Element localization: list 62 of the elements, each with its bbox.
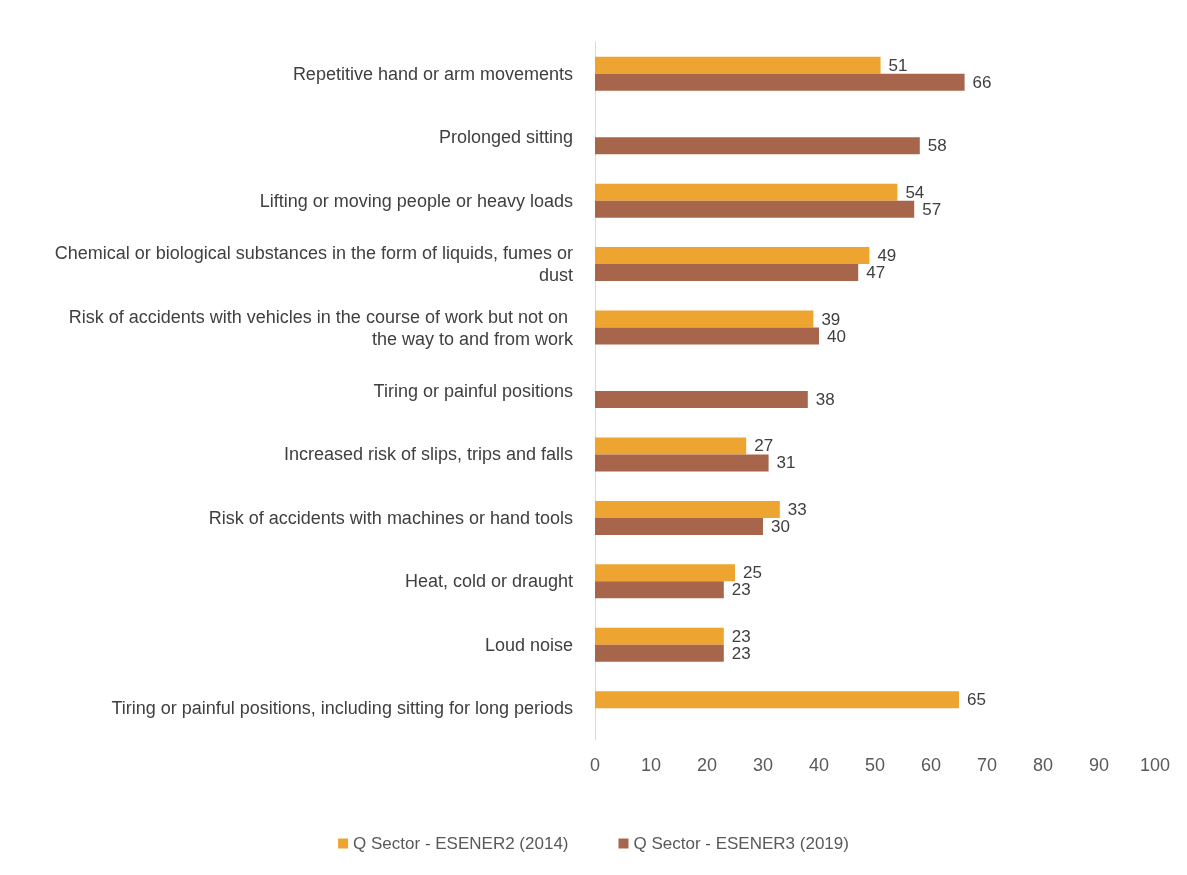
bar <box>595 183 898 201</box>
data-label: 27 <box>754 436 774 456</box>
data-label: 33 <box>787 499 807 519</box>
bar <box>595 73 965 91</box>
bar <box>595 500 780 518</box>
data-label: 23 <box>731 643 751 663</box>
data-label: 51 <box>888 55 908 75</box>
bar <box>595 310 814 328</box>
x-tick-label: 50 <box>864 755 886 775</box>
y-tick-label: Risk of accidents with vehicles in the course of work but not on the way to and from work <box>68 306 574 349</box>
x-tick-label: 60 <box>920 755 942 775</box>
bar <box>595 56 881 74</box>
x-tick-label: 40 <box>808 755 830 775</box>
data-label: 39 <box>821 309 841 329</box>
data-label: 25 <box>743 563 762 583</box>
bar <box>595 627 724 645</box>
data-label: 31 <box>776 453 796 473</box>
y-tick-label: Chemical or biological substances in the form of liquids, fumes or dust <box>54 243 573 286</box>
data-label: 57 <box>922 199 942 219</box>
legend-label: Q Sector - ESENER2 (2014) <box>353 834 569 853</box>
data-label: 47 <box>866 263 886 283</box>
bar <box>595 644 724 662</box>
x-tick-label: 0 <box>589 755 601 775</box>
bar <box>595 581 724 599</box>
bar <box>595 517 763 535</box>
bar <box>595 564 735 582</box>
y-tick-label: Increased risk of slips, trips and falls <box>283 444 573 465</box>
y-tick-label: Risk of accidents with machines or hand tools <box>208 507 573 528</box>
data-label: 40 <box>827 326 846 346</box>
data-label: 23 <box>731 580 751 600</box>
data-label: 23 <box>731 626 751 646</box>
x-tick-label: 90 <box>1088 755 1110 775</box>
y-tick-label: Repetitive hand or arm movements <box>292 63 573 84</box>
y-tick-label: Prolonged sitting <box>438 127 573 148</box>
bar <box>595 264 859 282</box>
legend-label: Q Sector - ESENER3 (2019) <box>633 834 849 853</box>
x-tick-label: 20 <box>696 755 718 775</box>
data-label: 58 <box>927 136 947 156</box>
y-tick-label: Lifting or moving people or heavy loads <box>259 190 573 211</box>
bar <box>595 454 769 472</box>
bar <box>595 200 915 218</box>
data-label: 49 <box>877 246 897 266</box>
x-tick-label: 70 <box>976 755 998 775</box>
data-label: 65 <box>967 690 986 710</box>
x-tick-label: 100 <box>1139 755 1171 775</box>
data-label: 66 <box>972 72 992 92</box>
data-label: 54 <box>905 182 925 202</box>
x-tick-label: 80 <box>1032 755 1054 775</box>
data-label: 38 <box>815 390 835 409</box>
data-label: 30 <box>771 516 790 536</box>
bar <box>595 437 747 455</box>
bar <box>595 247 870 265</box>
bar <box>595 691 959 709</box>
y-tick-label: Heat, cold or draught <box>404 571 573 592</box>
y-tick-label: Tiring or painful positions, including sitting for long periods <box>111 698 573 719</box>
x-tick-label: 10 <box>640 755 662 775</box>
bar <box>595 137 920 155</box>
x-tick-label: 30 <box>752 755 774 775</box>
bar <box>595 327 819 345</box>
y-tick-label: Loud noise <box>484 634 573 655</box>
y-tick-label: Tiring or painful positions <box>373 381 573 401</box>
bar <box>595 391 808 408</box>
